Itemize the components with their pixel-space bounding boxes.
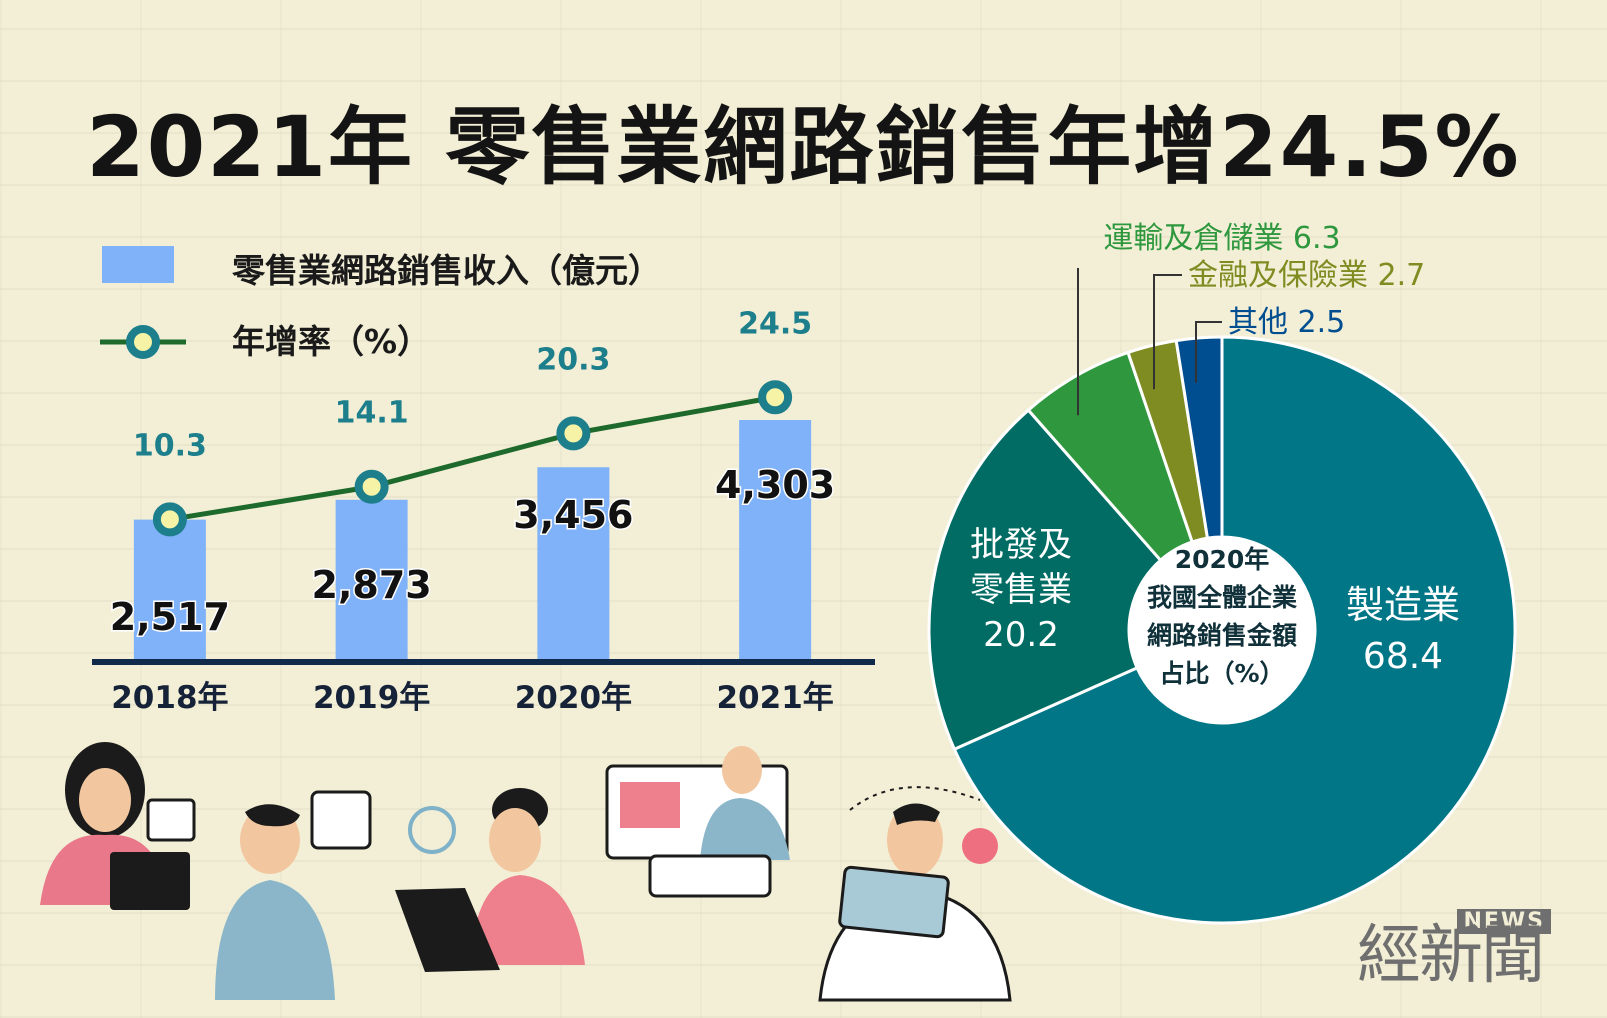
bar-2020年 [537, 467, 610, 660]
bar-value-label-3: 4,303 [715, 463, 835, 507]
growth-value-label-1: 14.1 [335, 396, 409, 431]
growth-point-2 [556, 416, 591, 451]
illustration-24h-icon [408, 806, 456, 854]
bar-2019年 [335, 499, 408, 660]
growth-rate-line [169, 394, 776, 522]
slice-label-manufacturing: 製造業 [1346, 583, 1460, 627]
callout-label-2: 運輸及倉儲業 6.3 [1103, 221, 1340, 256]
growth-value-label-3: 24.5 [738, 306, 812, 341]
legend-label-revenue: 零售業網路銷售收入（億元） [232, 251, 661, 290]
illustration-person2-hair [245, 804, 300, 827]
donut-center-title-2: 網路銷售金額 [1147, 621, 1297, 650]
illustration-cart-bubble [146, 798, 196, 842]
bar-2018年 [133, 519, 206, 660]
callout-line-4 [1195, 321, 1222, 383]
bar-value-label-0: 2,517 [110, 595, 230, 639]
callout-line-3 [1153, 274, 1182, 390]
x-tick-label-0: 2018年 [111, 680, 228, 716]
illustration-dash-arc [849, 786, 981, 811]
illustration-person3-body [470, 875, 585, 965]
donut-center-title-0: 2020年 [1175, 545, 1270, 574]
callout-label-4: 其他 2.5 [1228, 305, 1345, 340]
bar-value-label-1: 2,873 [312, 563, 432, 607]
x-tick-label-1: 2019年 [313, 680, 430, 716]
growth-point-1 [354, 469, 389, 504]
donut-hole [1129, 537, 1315, 723]
legend-label-growth: 年增率（%） [232, 322, 430, 361]
slice-label-wholesale-1: 零售業 [970, 570, 1072, 610]
x-tick-label-2: 2020年 [515, 680, 632, 716]
slice-value-manufacturing: 68.4 [1363, 636, 1443, 677]
growth-point-3 [758, 380, 793, 415]
slice-label-wholesale-0: 批發及 [970, 525, 1072, 565]
legend-swatch-bar [102, 246, 174, 283]
donut-center-title-3: 占比（%） [1159, 659, 1284, 688]
illustration-person2-body [215, 880, 335, 1000]
illustration-check-icon [962, 828, 998, 864]
growth-value-label-2: 20.3 [536, 342, 610, 377]
slice-label-wholesale-2: 20.2 [983, 615, 1059, 655]
illustration-person4-body [700, 798, 790, 860]
watermark-logo: 經新聞 [1357, 919, 1545, 993]
illustration-person-face [79, 768, 131, 832]
x-tick-label-3: 2021年 [716, 680, 833, 716]
illustration-laptop [110, 852, 190, 910]
legend-marker-sample [126, 325, 160, 359]
illustration-screen-panel [620, 782, 680, 828]
illustration-credit-card [838, 865, 950, 939]
illustration-person5-hair [893, 803, 940, 825]
illustration-laptop-2 [395, 888, 500, 972]
page-title: 2021年 零售業網路銷售年增24.5% [86, 98, 1521, 196]
illustration-person3-face [489, 808, 541, 872]
watermark-news: NEWS [1457, 909, 1551, 934]
callout-label-3: 金融及保險業 2.7 [1188, 258, 1425, 293]
illustration-person4-face [722, 746, 762, 794]
donut-center-title-1: 我國全體企業 [1147, 583, 1297, 612]
growth-point-0 [152, 502, 187, 537]
growth-value-label-0: 10.3 [133, 428, 207, 463]
bar-2021年 [739, 420, 812, 660]
illustration-couch [648, 854, 772, 898]
illustration-cart-bubble-2 [310, 790, 372, 850]
bar-value-label-2: 3,456 [513, 493, 633, 537]
